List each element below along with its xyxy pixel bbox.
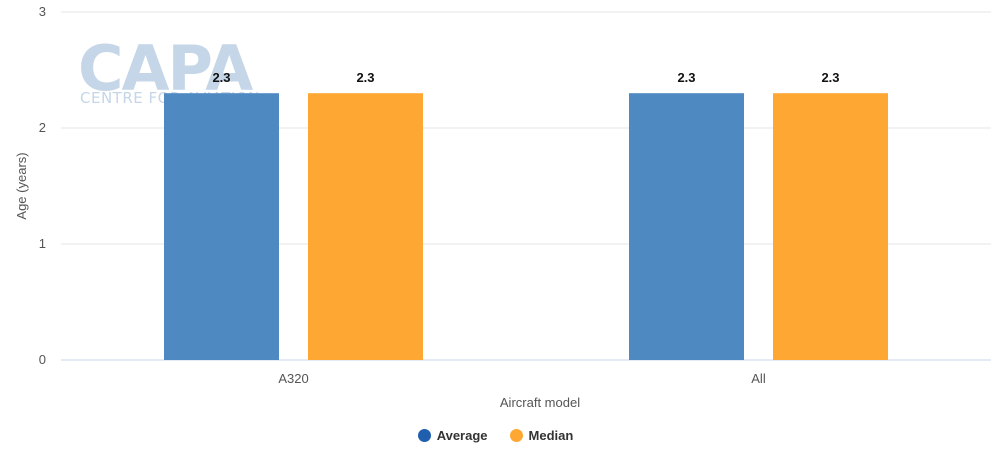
legend-item-average[interactable]: Average [417, 428, 488, 443]
legend-label-median: Median [528, 428, 574, 443]
data-label: 2.3 [356, 70, 374, 85]
bar-average-a320[interactable] [164, 93, 279, 360]
data-label: 2.3 [677, 70, 695, 85]
bar-median-a320[interactable] [308, 93, 423, 360]
y-tick-label: 0 [39, 352, 46, 367]
x-axis-ticks: A320 All [278, 371, 766, 386]
legend-marker-average [417, 429, 431, 442]
x-axis-title: Aircraft model [500, 395, 580, 410]
legend-marker-median [509, 429, 523, 442]
y-tick-label: 2 [39, 120, 46, 135]
bars[interactable] [164, 93, 888, 360]
bar-average-all[interactable] [629, 93, 744, 360]
legend-label-average: Average [436, 428, 488, 443]
data-label: 2.3 [212, 70, 230, 85]
y-tick-label: 1 [39, 236, 46, 251]
watermark-brand: CAPA [78, 32, 253, 105]
y-axis-title: Age (years) [14, 152, 29, 219]
data-label: 2.3 [821, 70, 839, 85]
bar-median-all[interactable] [773, 93, 888, 360]
legend-item-median[interactable]: Median [509, 428, 574, 443]
legend: Average Median [0, 428, 991, 443]
data-labels: 2.3 2.3 2.3 2.3 [212, 70, 839, 85]
x-tick-label: A320 [278, 371, 308, 386]
x-tick-label: All [751, 371, 766, 386]
y-tick-label: 3 [39, 4, 46, 19]
y-axis-ticks: 0 1 2 3 [39, 4, 46, 367]
